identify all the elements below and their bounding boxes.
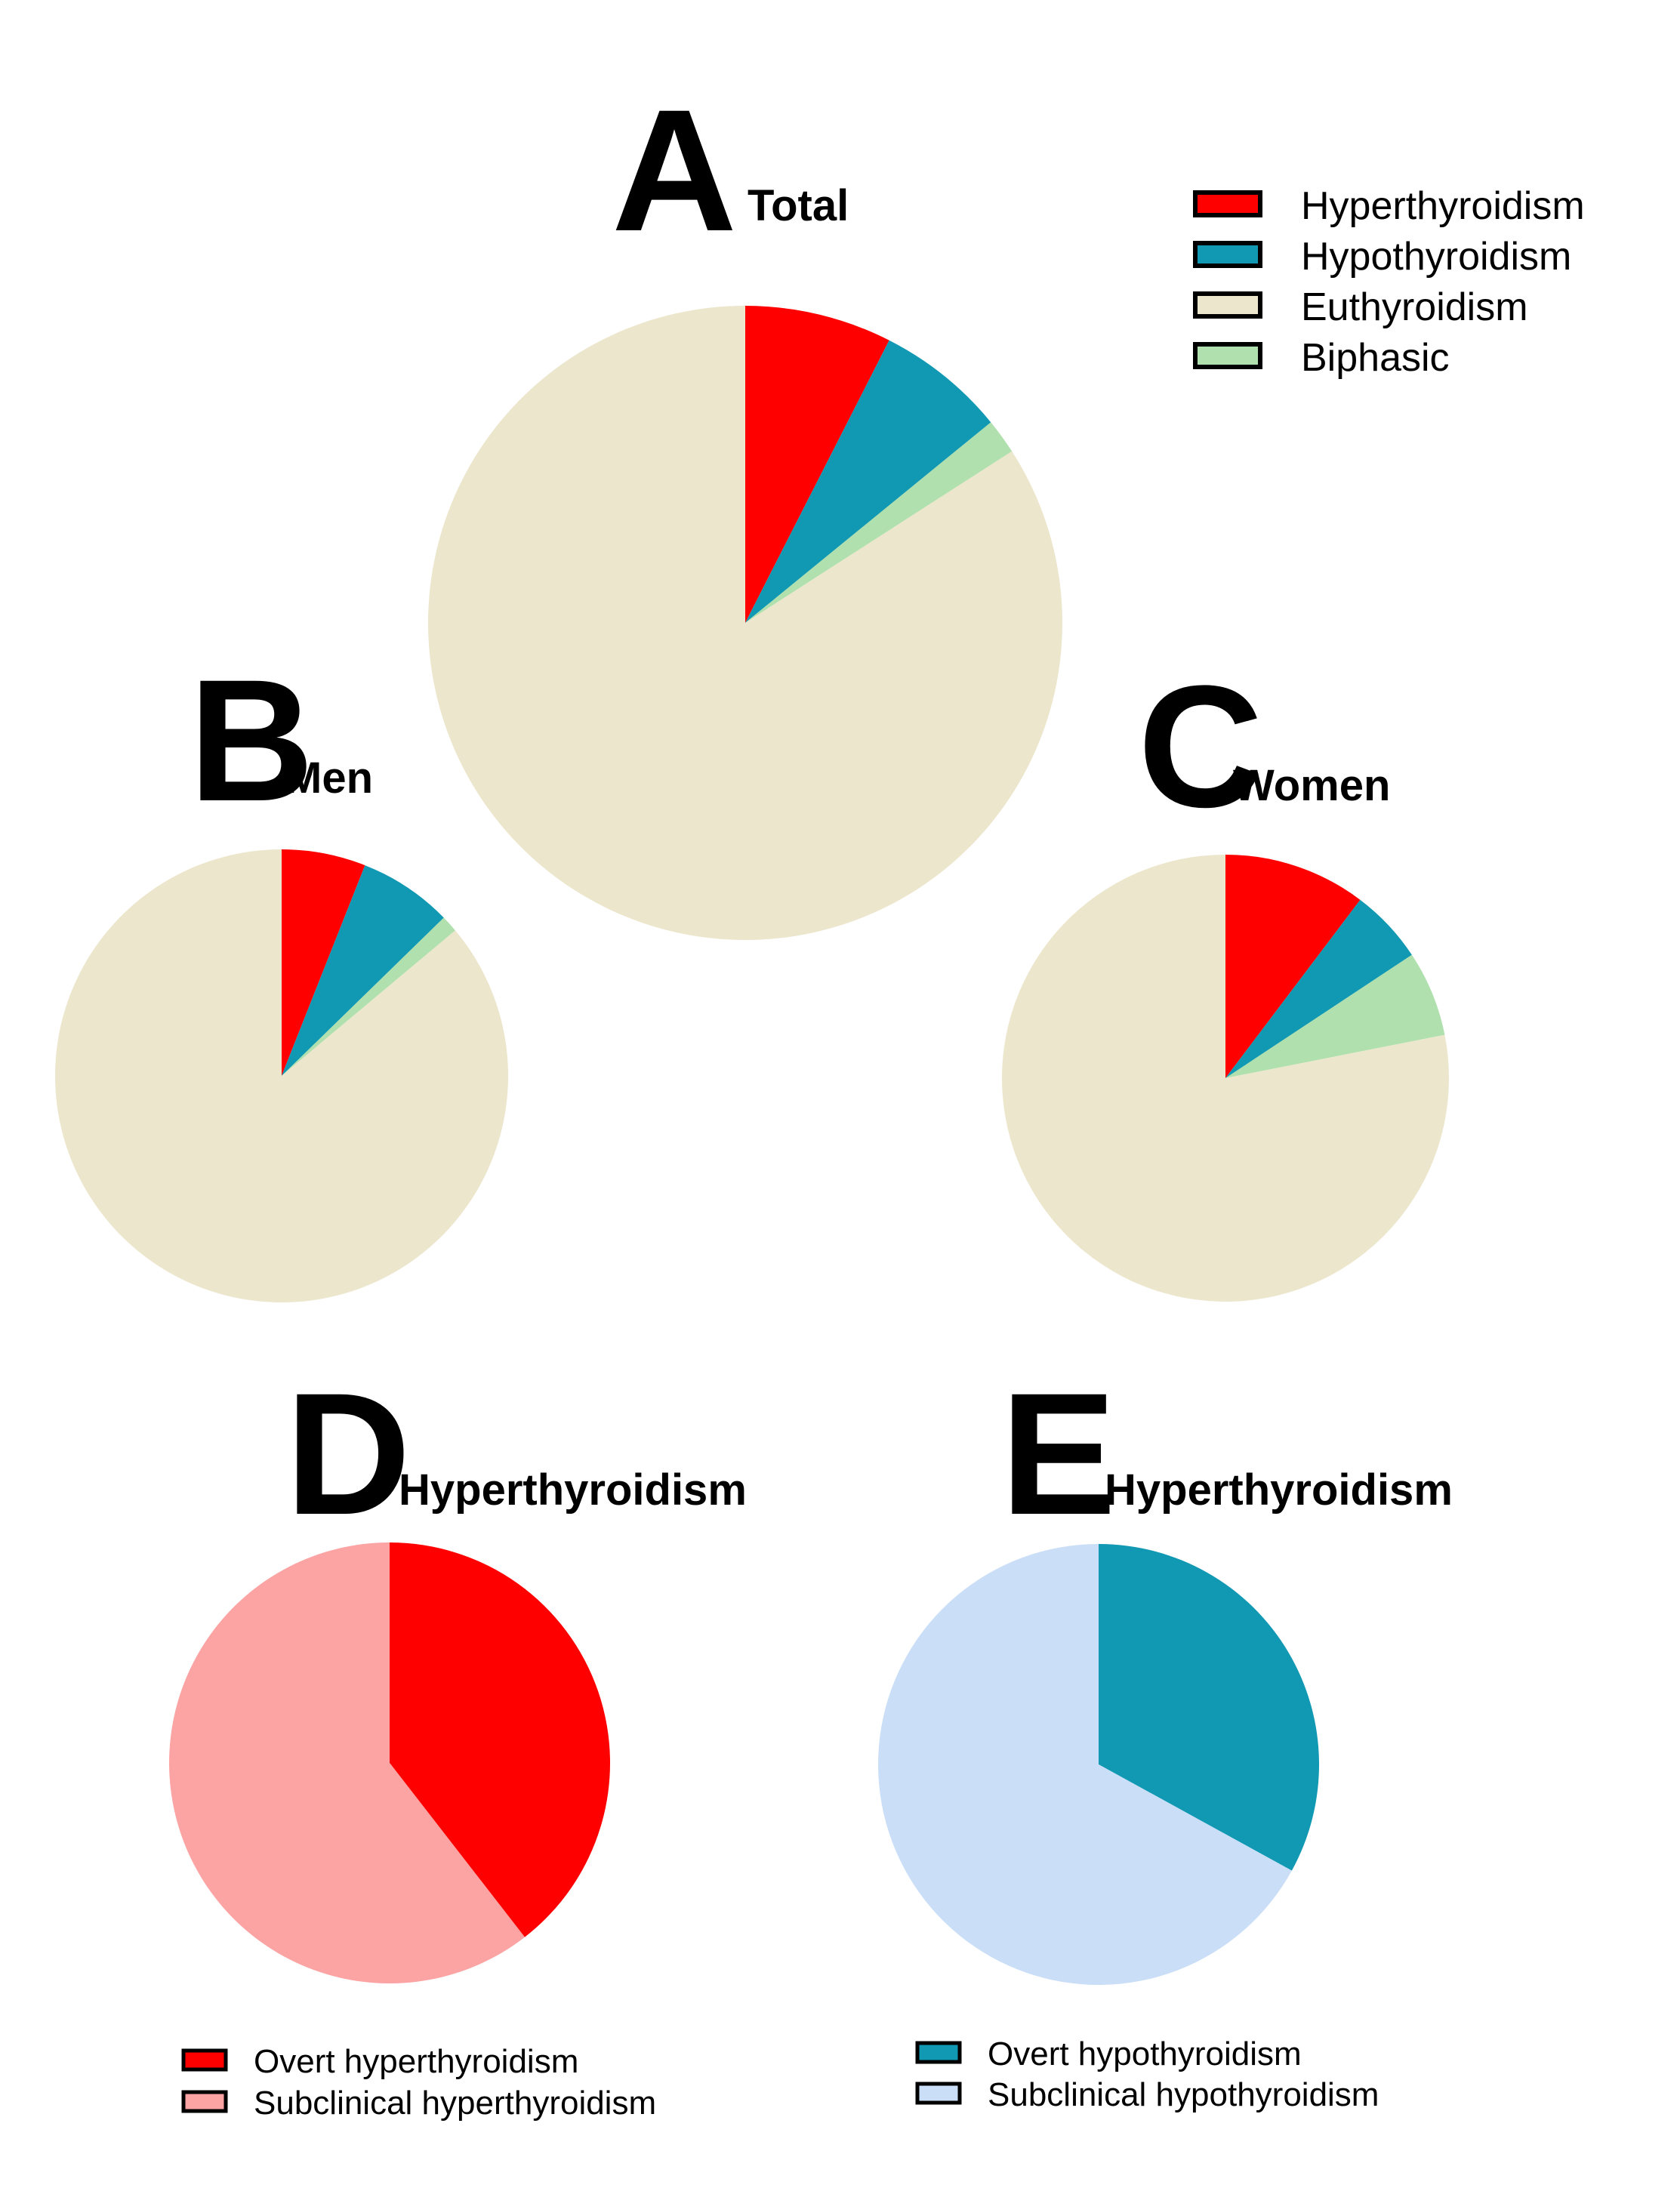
legend-item-overt-hyperthyroidism: Overt hyperthyroidism (181, 2043, 578, 2080)
legend-item-overt-hypothyroidism: Overt hypothyroidism (915, 2035, 1302, 2072)
panel-b: B Men (55, 643, 509, 1302)
legend-swatch-overt-hyperthyroidism (181, 2048, 228, 2072)
pie-a-slice-hyperthyroidism (745, 306, 889, 623)
legend-hyper: Overt hyperthyroidism Subclinical hypert… (181, 2043, 656, 2122)
pie-chart-c (1001, 855, 1449, 1302)
legend-swatch-subclinical-hyperthyroidism (181, 2090, 228, 2113)
pie-c-slice-biphasic (1225, 954, 1445, 1078)
panel-c: C Women (1001, 649, 1449, 1302)
legend-hypo: Overt hypothyroidism Subclinical hypothy… (915, 2035, 1379, 2113)
legend-swatch-overt-hypothyroidism (915, 2041, 962, 2064)
pie-e-slice-subclinical-hypothyroidism (877, 1544, 1292, 1985)
legend-item-subclinical-hyperthyroidism: Subclinical hyperthyroidism (181, 2085, 656, 2122)
panel-d-title: Hyperthyroidism (399, 1465, 747, 1515)
legend-item-biphasic: Biphasic (1193, 336, 1450, 380)
panel-d-letter: D (285, 1357, 411, 1551)
pie-chart-a (428, 306, 1063, 941)
legend-swatch-subclinical-hypothyroidism (915, 2082, 962, 2105)
panel-a: A Total (428, 73, 1063, 941)
panel-e-title: Hyperthyroidism (1105, 1465, 1453, 1515)
pie-d-slice-overt-hyperthyroidism (390, 1542, 611, 1937)
pie-a-slice-euthyroidism (428, 306, 1063, 941)
legend-label-subclinical-hyperthyroidism: Subclinical hyperthyroidism (254, 2085, 656, 2122)
pie-b-slice-biphasic (282, 917, 455, 1076)
legend-item-subclinical-hypothyroidism: Subclinical hypothyroidism (915, 2076, 1379, 2113)
panel-d: D Hyperthyroidism (169, 1357, 747, 1983)
pie-chart-e (877, 1544, 1319, 1985)
legend-label-hyperthyroidism: Hyperthyroidism (1301, 184, 1585, 228)
legend-main: Hyperthyroidism Hypothyroidism Euthyroid… (1193, 184, 1585, 380)
legend-label-hypothyroidism: Hypothyroidism (1301, 235, 1571, 279)
pie-e-slice-overt-hypothyroidism (1099, 1544, 1319, 1871)
legend-label-overt-hyperthyroidism: Overt hyperthyroidism (254, 2043, 578, 2080)
pie-a-slice-hypothyroidism (745, 340, 991, 623)
panel-e: E Hyperthyroidism (877, 1357, 1453, 1985)
pie-d-slice-subclinical-hyperthyroidism (169, 1542, 525, 1983)
legend-item-hypothyroidism: Hypothyroidism (1193, 235, 1571, 279)
legend-swatch-biphasic (1193, 342, 1262, 369)
legend-swatch-hyperthyroidism (1193, 190, 1262, 217)
pie-c-slice-euthyroidism (1001, 855, 1449, 1302)
pie-b-slice-hyperthyroidism (282, 849, 365, 1076)
legend-label-overt-hypothyroidism: Overt hypothyroidism (988, 2035, 1302, 2072)
panel-c-letter: C (1138, 649, 1263, 843)
legend-label-biphasic: Biphasic (1301, 336, 1450, 380)
legend-item-hyperthyroidism: Hyperthyroidism (1193, 184, 1585, 228)
legend-swatch-hypothyroidism (1193, 241, 1262, 268)
legend-label-euthyroidism: Euthyroidism (1301, 285, 1528, 329)
pie-c-slice-hyperthyroidism (1225, 855, 1361, 1078)
panel-b-letter: B (189, 643, 314, 837)
pie-chart-d (169, 1542, 611, 1983)
panel-b-title: Men (285, 753, 373, 803)
panel-a-title: Total (748, 181, 849, 230)
legend-swatch-euthyroidism (1193, 291, 1262, 319)
panel-e-letter: E (1000, 1357, 1116, 1551)
panel-a-letter: A (612, 73, 737, 267)
pie-chart-b (55, 849, 509, 1302)
pie-b-slice-hypothyroidism (282, 865, 444, 1076)
pie-a-slice-biphasic (745, 422, 1013, 623)
panel-c-title: Women (1233, 761, 1390, 810)
pie-b-slice-euthyroidism (55, 849, 509, 1302)
legend-label-subclinical-hypothyroidism: Subclinical hypothyroidism (988, 2076, 1379, 2113)
pie-c-slice-hypothyroidism (1225, 899, 1412, 1078)
legend-item-euthyroidism: Euthyroidism (1193, 285, 1528, 329)
